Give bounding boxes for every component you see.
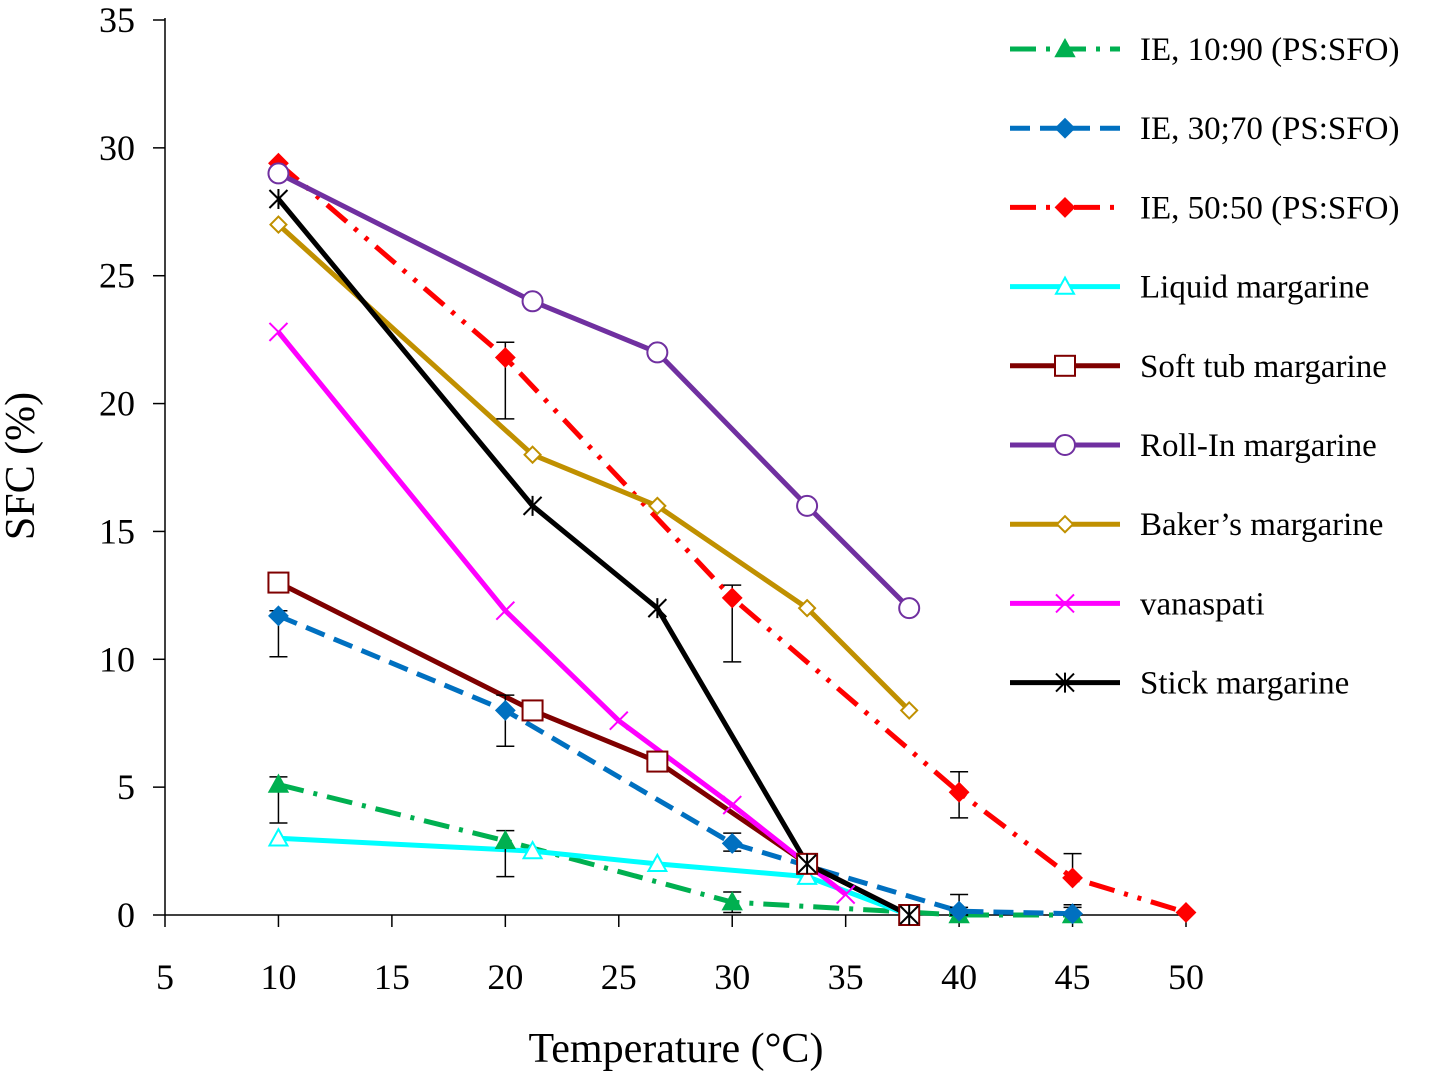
y-tick-label: 15 (99, 511, 135, 551)
legend-label-1: IE, 30;70 (PS:SFO) (1140, 111, 1399, 147)
data-point-7 (609, 710, 629, 731)
series-lines (276, 161, 1187, 918)
data-point-5 (646, 341, 669, 364)
data-point-0 (267, 773, 290, 793)
legend-marker-2 (1054, 196, 1076, 218)
legend-marker-7 (1055, 593, 1075, 614)
x-tick-label: 30 (714, 957, 750, 997)
data-point-8 (899, 905, 919, 925)
legend-marker-8 (1055, 672, 1075, 693)
x-tick-label: 25 (601, 957, 637, 997)
data-point-5 (898, 597, 921, 620)
data-point-3 (521, 840, 544, 860)
y-tick-label: 25 (99, 256, 135, 296)
legend-marker-1 (1054, 117, 1076, 139)
data-point-7 (495, 600, 516, 621)
y-tick-label: 30 (99, 128, 135, 168)
data-point-6 (269, 215, 288, 234)
data-point-0 (721, 891, 743, 911)
legend-marker-3 (1054, 275, 1076, 295)
data-point-3 (646, 852, 669, 873)
x-tick-label: 35 (828, 957, 864, 997)
series-line-3 (278, 835, 911, 918)
data-point-4 (521, 699, 544, 722)
legend-label-3: Liquid margarine (1140, 270, 1369, 306)
y-tick-label: 35 (99, 0, 135, 40)
legend-label-0: IE, 10:90 (PS:SFO) (1140, 32, 1399, 68)
legend-marker-6 (1055, 514, 1075, 534)
data-point-5 (521, 290, 544, 313)
legend-label-6: Baker’s margarine (1140, 507, 1383, 543)
legend-label-4: Soft tub margarine (1140, 349, 1387, 385)
y-tick-label: 5 (117, 767, 135, 807)
series-line-2 (276, 161, 1187, 915)
y-tick-label: 10 (99, 639, 135, 679)
data-point-4 (646, 750, 669, 773)
data-point-3 (267, 827, 290, 847)
data-point-1 (1062, 903, 1083, 925)
data-point-8 (268, 189, 289, 209)
data-point-5 (796, 494, 819, 517)
x-tick-label: 10 (260, 957, 296, 997)
data-point-8 (797, 853, 817, 874)
data-point-8 (647, 598, 668, 619)
data-point-7 (722, 795, 742, 815)
data-point-4 (267, 571, 290, 594)
legend-label-8: Stick margarine (1140, 666, 1349, 702)
data-point-2 (494, 347, 516, 368)
data-point-1 (494, 700, 516, 721)
legend-marker-0 (1054, 37, 1076, 58)
data-point-2 (948, 781, 970, 803)
data-point-7 (268, 322, 289, 342)
series-line-0 (277, 782, 1073, 918)
data-point-1 (948, 900, 970, 922)
x-axis-title: Temperature (°C) (529, 1026, 824, 1072)
x-tick-label: 50 (1168, 957, 1204, 997)
series-line-5 (277, 171, 911, 610)
x-tick-label: 15 (374, 957, 410, 997)
data-point-6 (899, 701, 919, 720)
legend: IE, 10:90 (PS:SFO) IE, 30;70 (PS:SFO) IE, … (1010, 32, 1399, 702)
series-line-6 (276, 222, 911, 713)
data-point-3 (796, 865, 818, 885)
x-tick-label: 45 (1055, 957, 1091, 997)
x-tick-label: 40 (941, 957, 977, 997)
data-point-2 (721, 587, 743, 609)
y-axis-title: SFC (%) (0, 392, 44, 540)
data-point-6 (797, 598, 817, 618)
x-tick-label: 20 (487, 957, 523, 997)
data-point-6 (647, 496, 667, 516)
y-tick-label: 20 (99, 384, 135, 424)
data-point-6 (523, 445, 542, 465)
error-bars (269, 341, 1082, 916)
data-point-2 (1062, 867, 1083, 889)
legend-label-2: IE, 50:50 (PS:SFO) (1140, 190, 1399, 226)
series-line-8 (276, 197, 911, 918)
data-point-7 (835, 884, 856, 905)
data-point-8 (522, 495, 543, 516)
markers (267, 152, 1197, 926)
legend-marker-5 (1054, 434, 1076, 456)
y-tick-label: 0 (117, 895, 135, 935)
series-line-7 (276, 330, 848, 897)
legend-marker-4 (1054, 354, 1076, 377)
data-point-1 (268, 605, 289, 627)
legend-label-5: Roll-In margarine (1140, 428, 1377, 464)
data-point-1 (721, 832, 743, 854)
data-point-5 (267, 162, 290, 185)
series-line-1 (277, 613, 1073, 917)
data-point-2 (1175, 902, 1197, 923)
data-point-0 (494, 829, 517, 850)
legend-label-7: vanaspati (1140, 586, 1265, 622)
x-tick-label: 5 (156, 957, 174, 997)
